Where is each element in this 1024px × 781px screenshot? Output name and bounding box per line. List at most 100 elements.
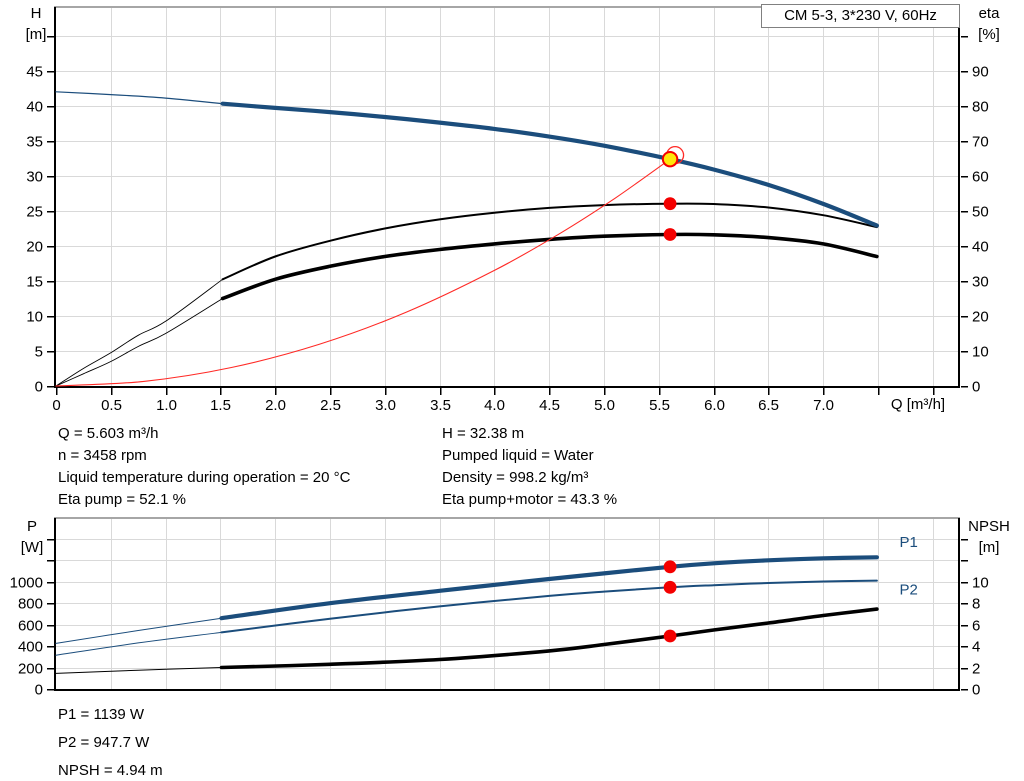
svg-text:7.0: 7.0 <box>813 397 834 414</box>
hq_chart-axes <box>54 6 960 388</box>
svg-text:0: 0 <box>972 379 980 396</box>
duty-point <box>661 150 679 168</box>
svg-text:400: 400 <box>18 639 43 656</box>
svg-text:80: 80 <box>972 99 989 116</box>
svg-text:30: 30 <box>972 274 989 291</box>
head-axis-unit: [m] <box>25 26 47 43</box>
svg-text:30: 30 <box>26 169 43 186</box>
svg-text:5.5: 5.5 <box>649 397 670 414</box>
system-curve-curve <box>55 158 671 387</box>
svg-text:3.0: 3.0 <box>375 397 396 414</box>
hq_chart-ticks <box>47 35 968 395</box>
power_chart-grid <box>56 518 958 689</box>
p1-curve-lead <box>55 617 222 644</box>
svg-text:600: 600 <box>18 618 43 635</box>
head-axis-symbol: H <box>30 5 42 22</box>
eta-axis-unit: [%] <box>978 26 1000 43</box>
power_chart-series <box>55 555 879 674</box>
p1-curve <box>219 555 879 621</box>
info-speed: n = 3458 rpm <box>58 447 147 464</box>
flow-axis-label: Q [m³/h] <box>890 396 946 413</box>
head-axis-label: H [m] <box>15 3 57 45</box>
svg-text:10: 10 <box>26 309 43 326</box>
svg-text:0: 0 <box>35 682 43 699</box>
power_chart-tick-labels: 0 200 400 600 800 1000 0 2 4 6 8 10 <box>10 575 989 699</box>
info-density: Density = 998.2 kg/m³ <box>442 469 589 486</box>
p2-point <box>663 580 677 594</box>
svg-text:8: 8 <box>972 596 980 613</box>
npsh-axis-unit: [m] <box>978 539 1000 556</box>
operating-point-info-right: H = 32.38 m Pumped liquid = Water Densit… <box>442 423 617 511</box>
svg-text:4.0: 4.0 <box>484 397 505 414</box>
svg-text:6.5: 6.5 <box>758 397 779 414</box>
eta-pump-motor-point <box>663 228 677 241</box>
npsh-curve <box>219 607 879 670</box>
hq_chart-grid <box>56 7 958 386</box>
svg-text:20: 20 <box>972 309 989 326</box>
svg-text:10: 10 <box>972 575 989 592</box>
power_chart-ticks <box>47 538 968 691</box>
svg-text:3.5: 3.5 <box>430 397 451 414</box>
svg-text:0: 0 <box>52 397 60 414</box>
svg-text:2: 2 <box>972 661 980 678</box>
npsh-axis-symbol: NPSH <box>968 518 1010 535</box>
svg-text:35: 35 <box>26 134 43 151</box>
head-curve-lead <box>55 91 224 105</box>
svg-text:70: 70 <box>972 134 989 151</box>
svg-text:1.0: 1.0 <box>156 397 177 414</box>
svg-text:6.0: 6.0 <box>704 397 725 414</box>
eta-pump-curve-lead <box>55 278 224 387</box>
svg-text:4: 4 <box>972 639 980 656</box>
info-eta-pump: Eta pump = 52.1 % <box>58 491 186 508</box>
p2-curve-lead <box>55 631 222 656</box>
info-flow: Q = 5.603 m³/h <box>58 425 159 442</box>
svg-text:90: 90 <box>972 64 989 81</box>
p2-curve <box>220 579 878 634</box>
operating-point-info-left: Q = 5.603 m³/h n = 3458 rpm Liquid tempe… <box>58 423 350 511</box>
power-axis-unit: [W] <box>20 539 44 556</box>
svg-text:5: 5 <box>35 344 43 361</box>
npsh-axis-label: NPSH [m] <box>958 516 1020 558</box>
svg-text:4.5: 4.5 <box>539 397 560 414</box>
svg-text:6: 6 <box>972 618 980 635</box>
svg-text:0: 0 <box>972 682 980 699</box>
power-point-info: P1 = 1139 W P2 = 947.7 W NPSH = 4.94 m <box>58 701 163 781</box>
svg-text:40: 40 <box>26 99 43 116</box>
svg-text:5.0: 5.0 <box>594 397 615 414</box>
svg-text:800: 800 <box>18 596 43 613</box>
power-axis-label: P [W] <box>11 516 53 558</box>
svg-text:1000: 1000 <box>10 575 43 592</box>
power_chart-axes <box>54 517 960 691</box>
eta-pump-point <box>663 197 677 211</box>
svg-text:15: 15 <box>26 274 43 291</box>
eta-axis-symbol: eta <box>978 5 1000 22</box>
svg-text:40: 40 <box>972 239 989 256</box>
power-axis-symbol: P <box>26 518 37 535</box>
svg-text:50: 50 <box>972 204 989 221</box>
info-npsh: NPSH = 4.94 m <box>58 762 163 779</box>
svg-text:10: 10 <box>972 344 989 361</box>
svg-text:2.5: 2.5 <box>320 397 341 414</box>
svg-text:2.0: 2.0 <box>265 397 286 414</box>
p1-point <box>663 560 677 574</box>
info-liquid-temperature: Liquid temperature during operation = 20… <box>58 469 351 486</box>
npsh-curve-lead <box>55 667 222 674</box>
hq_chart-tick-labels: 0 5 10 15 20 25 30 35 40 45 0 10 20 30 40 50 60 70 80 90 0 0.… <box>26 64 988 415</box>
head-curve <box>220 101 879 228</box>
info-eta-pump-motor: Eta pump+motor = 43.3 % <box>442 491 618 508</box>
svg-text:45: 45 <box>26 64 43 81</box>
info-p2: P2 = 947.7 W <box>58 734 150 751</box>
svg-text:25: 25 <box>26 204 43 221</box>
info-head: H = 32.38 m <box>442 425 525 442</box>
info-pumped-liquid: Pumped liquid = Water <box>442 447 594 464</box>
svg-text:0: 0 <box>35 379 43 396</box>
svg-text:1.5: 1.5 <box>210 397 231 414</box>
series-label-p1: P1 <box>900 534 918 551</box>
svg-text:200: 200 <box>18 661 43 678</box>
svg-text:0.5: 0.5 <box>101 397 122 414</box>
pump-title-box: CM 5-3, 3*230 V, 60Hz <box>761 4 960 28</box>
npsh-point <box>663 629 677 643</box>
series-label-p2: P2 <box>900 582 918 599</box>
